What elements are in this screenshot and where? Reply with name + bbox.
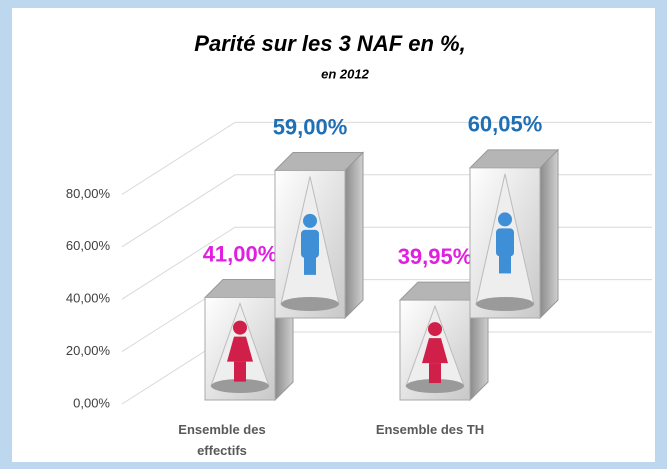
bar (468, 148, 560, 320)
icon-head (428, 322, 442, 337)
bar-side (539, 148, 559, 320)
icon-head (233, 320, 247, 335)
icon-legs (304, 254, 316, 275)
icon-base (476, 297, 534, 311)
x-tick-label: Ensemble des TH (375, 422, 485, 437)
y-tick-label: 40,00% (66, 291, 111, 306)
bar (203, 278, 295, 402)
bar-side (344, 151, 364, 320)
icon-body (422, 338, 448, 364)
x-tick-label: Ensemble des effectifs (178, 422, 266, 458)
value-label: 39,95% (398, 244, 473, 269)
grid-line (121, 121, 652, 195)
icon-legs (499, 253, 511, 274)
icon-base (211, 379, 269, 393)
icon-head (498, 212, 512, 227)
icon-body (301, 229, 319, 258)
icon-head (303, 213, 317, 228)
chart-title: Parité sur les 3 NAF en %, (194, 31, 465, 56)
value-label: 60,05% (468, 112, 543, 137)
icon-body (227, 336, 253, 362)
y-tick-label: 0,00% (73, 395, 110, 410)
icon-legs (429, 363, 441, 384)
y-tick-label: 20,00% (66, 343, 111, 358)
icon-base (406, 379, 464, 393)
bar (398, 280, 490, 402)
icon-legs (234, 361, 246, 382)
chart-subtitle: en 2012 (321, 66, 369, 81)
icon-body (496, 228, 514, 257)
value-label: 59,00% (273, 114, 348, 139)
y-tick-label: 80,00% (66, 186, 111, 201)
value-label: 41,00% (203, 241, 278, 266)
icon-base (281, 297, 339, 311)
bar (273, 151, 365, 320)
y-tick-label: 60,00% (66, 238, 111, 253)
